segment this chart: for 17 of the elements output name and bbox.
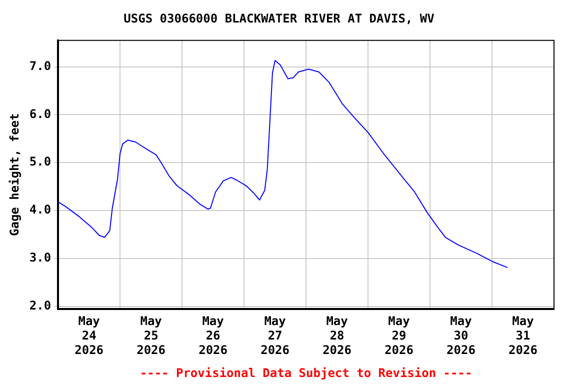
chart-title: USGS 03066000 BLACKWATER RIVER AT DAVIS, WV (124, 11, 434, 26)
y-axis-title: Gage height, feet (7, 113, 22, 236)
x-tick-label: May 24 2026 (74, 314, 104, 357)
x-tick-label: May 27 2026 (260, 314, 290, 357)
text: ---- Provisional Data Subject to Revision ---- (140, 366, 472, 380)
y-tick-label: 3.0 (29, 250, 52, 265)
y-tick-label: 4.0 (29, 202, 52, 217)
y-tick-label: 2.0 (29, 298, 52, 313)
x-tick-label: May 29 2026 (384, 314, 414, 357)
y-tick-label: 7.0 (29, 58, 52, 73)
x-tick-label: May 25 2026 (136, 314, 166, 357)
x-tick-label: May 28 2026 (322, 314, 352, 357)
x-tick-label: May 30 2026 (446, 314, 476, 357)
y-tick-label: 5.0 (29, 154, 52, 169)
x-tick-label: May 26 2026 (198, 314, 228, 357)
x-tick-label: May 31 2026 (508, 314, 538, 357)
y-tick-label: 6.0 (29, 106, 52, 121)
